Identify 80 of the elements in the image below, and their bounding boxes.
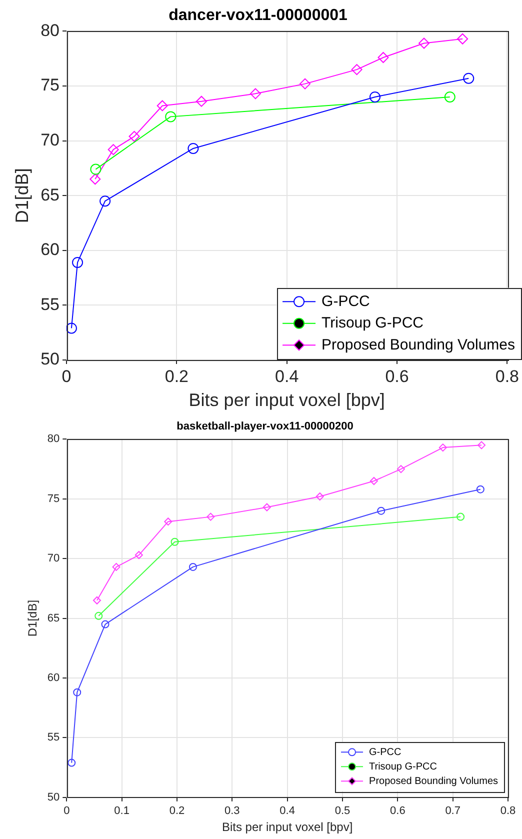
- y-tick-label: 55: [47, 732, 60, 744]
- x-tick-label: 0.8: [495, 366, 520, 386]
- x-tick-label: 0.2: [169, 805, 185, 818]
- point: [377, 506, 386, 515]
- x-tick-label: 0: [64, 805, 70, 818]
- legend-label: Proposed Bounding Volumes: [322, 336, 516, 354]
- point: [165, 111, 176, 122]
- point: [72, 256, 84, 268]
- chart-title: basketball-player-vox11-00000200: [176, 420, 354, 433]
- x-axis-title: Bits per input voxel [bpv]: [188, 390, 385, 410]
- y-axis-title: D1[dB]: [26, 600, 40, 637]
- point: [101, 620, 110, 628]
- point: [92, 596, 101, 604]
- chart-title: dancer-vox11-00000001: [168, 7, 348, 24]
- legend-label: G-PCC: [369, 746, 402, 758]
- point: [351, 64, 362, 76]
- point: [188, 562, 197, 571]
- point: [94, 612, 103, 620]
- y-tick-label: 60: [40, 240, 60, 260]
- x-tick-label: 0.4: [280, 805, 295, 818]
- point: [188, 142, 199, 154]
- point: [206, 512, 215, 521]
- x-tick-label: 0.3: [224, 805, 240, 818]
- x-tick-label: 0.5: [334, 805, 350, 818]
- y-tick-label: 55: [40, 294, 60, 314]
- point: [90, 174, 101, 185]
- y-axis-title: D1[dB]: [12, 168, 32, 224]
- point: [476, 485, 484, 494]
- legend-label: Trisoup G-PCC: [369, 761, 438, 772]
- point: [438, 444, 447, 452]
- point: [250, 88, 261, 100]
- point: [66, 322, 77, 334]
- point: [418, 38, 430, 49]
- point: [300, 78, 311, 90]
- x-tick-label: 0.6: [390, 805, 406, 818]
- x-tick-label: 0.7: [445, 805, 460, 818]
- point: [316, 492, 324, 501]
- point: [108, 144, 119, 156]
- point: [378, 52, 389, 64]
- point: [456, 512, 465, 521]
- point: [73, 688, 82, 696]
- point: [463, 72, 474, 84]
- point: [369, 91, 380, 102]
- point: [170, 538, 179, 546]
- y-tick-label: 75: [40, 76, 60, 95]
- y-tick-label: 75: [47, 492, 60, 505]
- x-tick-label: 0.2: [164, 366, 188, 386]
- y-tick-label: 80: [47, 433, 60, 446]
- point: [262, 503, 271, 512]
- legend-label: G-PCC: [322, 292, 370, 310]
- point: [68, 758, 76, 767]
- x-tick-label: 0.4: [275, 366, 299, 386]
- point: [164, 518, 172, 526]
- point: [128, 130, 140, 142]
- point: [100, 196, 111, 207]
- y-tick-label: 65: [47, 612, 60, 624]
- x-tick-label: 0.8: [500, 805, 516, 818]
- point: [90, 164, 102, 175]
- point: [370, 476, 378, 485]
- legend-label: Trisoup G-PCC: [322, 314, 424, 332]
- point: [112, 562, 120, 571]
- x-tick-label: 0: [62, 366, 72, 386]
- y-tick-label: 50: [40, 350, 60, 369]
- y-tick-label: 80: [40, 20, 60, 40]
- point: [478, 441, 486, 450]
- y-tick-label: 65: [40, 185, 60, 204]
- point: [444, 91, 456, 102]
- y-tick-label: 60: [47, 672, 60, 684]
- point: [134, 551, 143, 560]
- y-tick-label: 70: [40, 130, 60, 150]
- point: [196, 96, 207, 107]
- legend-label: Proposed Bounding Volumes: [369, 776, 498, 787]
- x-tick-label: 0.1: [114, 805, 130, 818]
- y-tick-label: 70: [47, 552, 60, 565]
- point: [457, 33, 468, 44]
- point: [156, 100, 168, 112]
- x-tick-label: 0.6: [385, 366, 409, 386]
- x-axis-title: Bits per input voxel [bpv]: [222, 820, 353, 834]
- y-tick-label: 50: [47, 791, 60, 804]
- point: [396, 465, 405, 474]
